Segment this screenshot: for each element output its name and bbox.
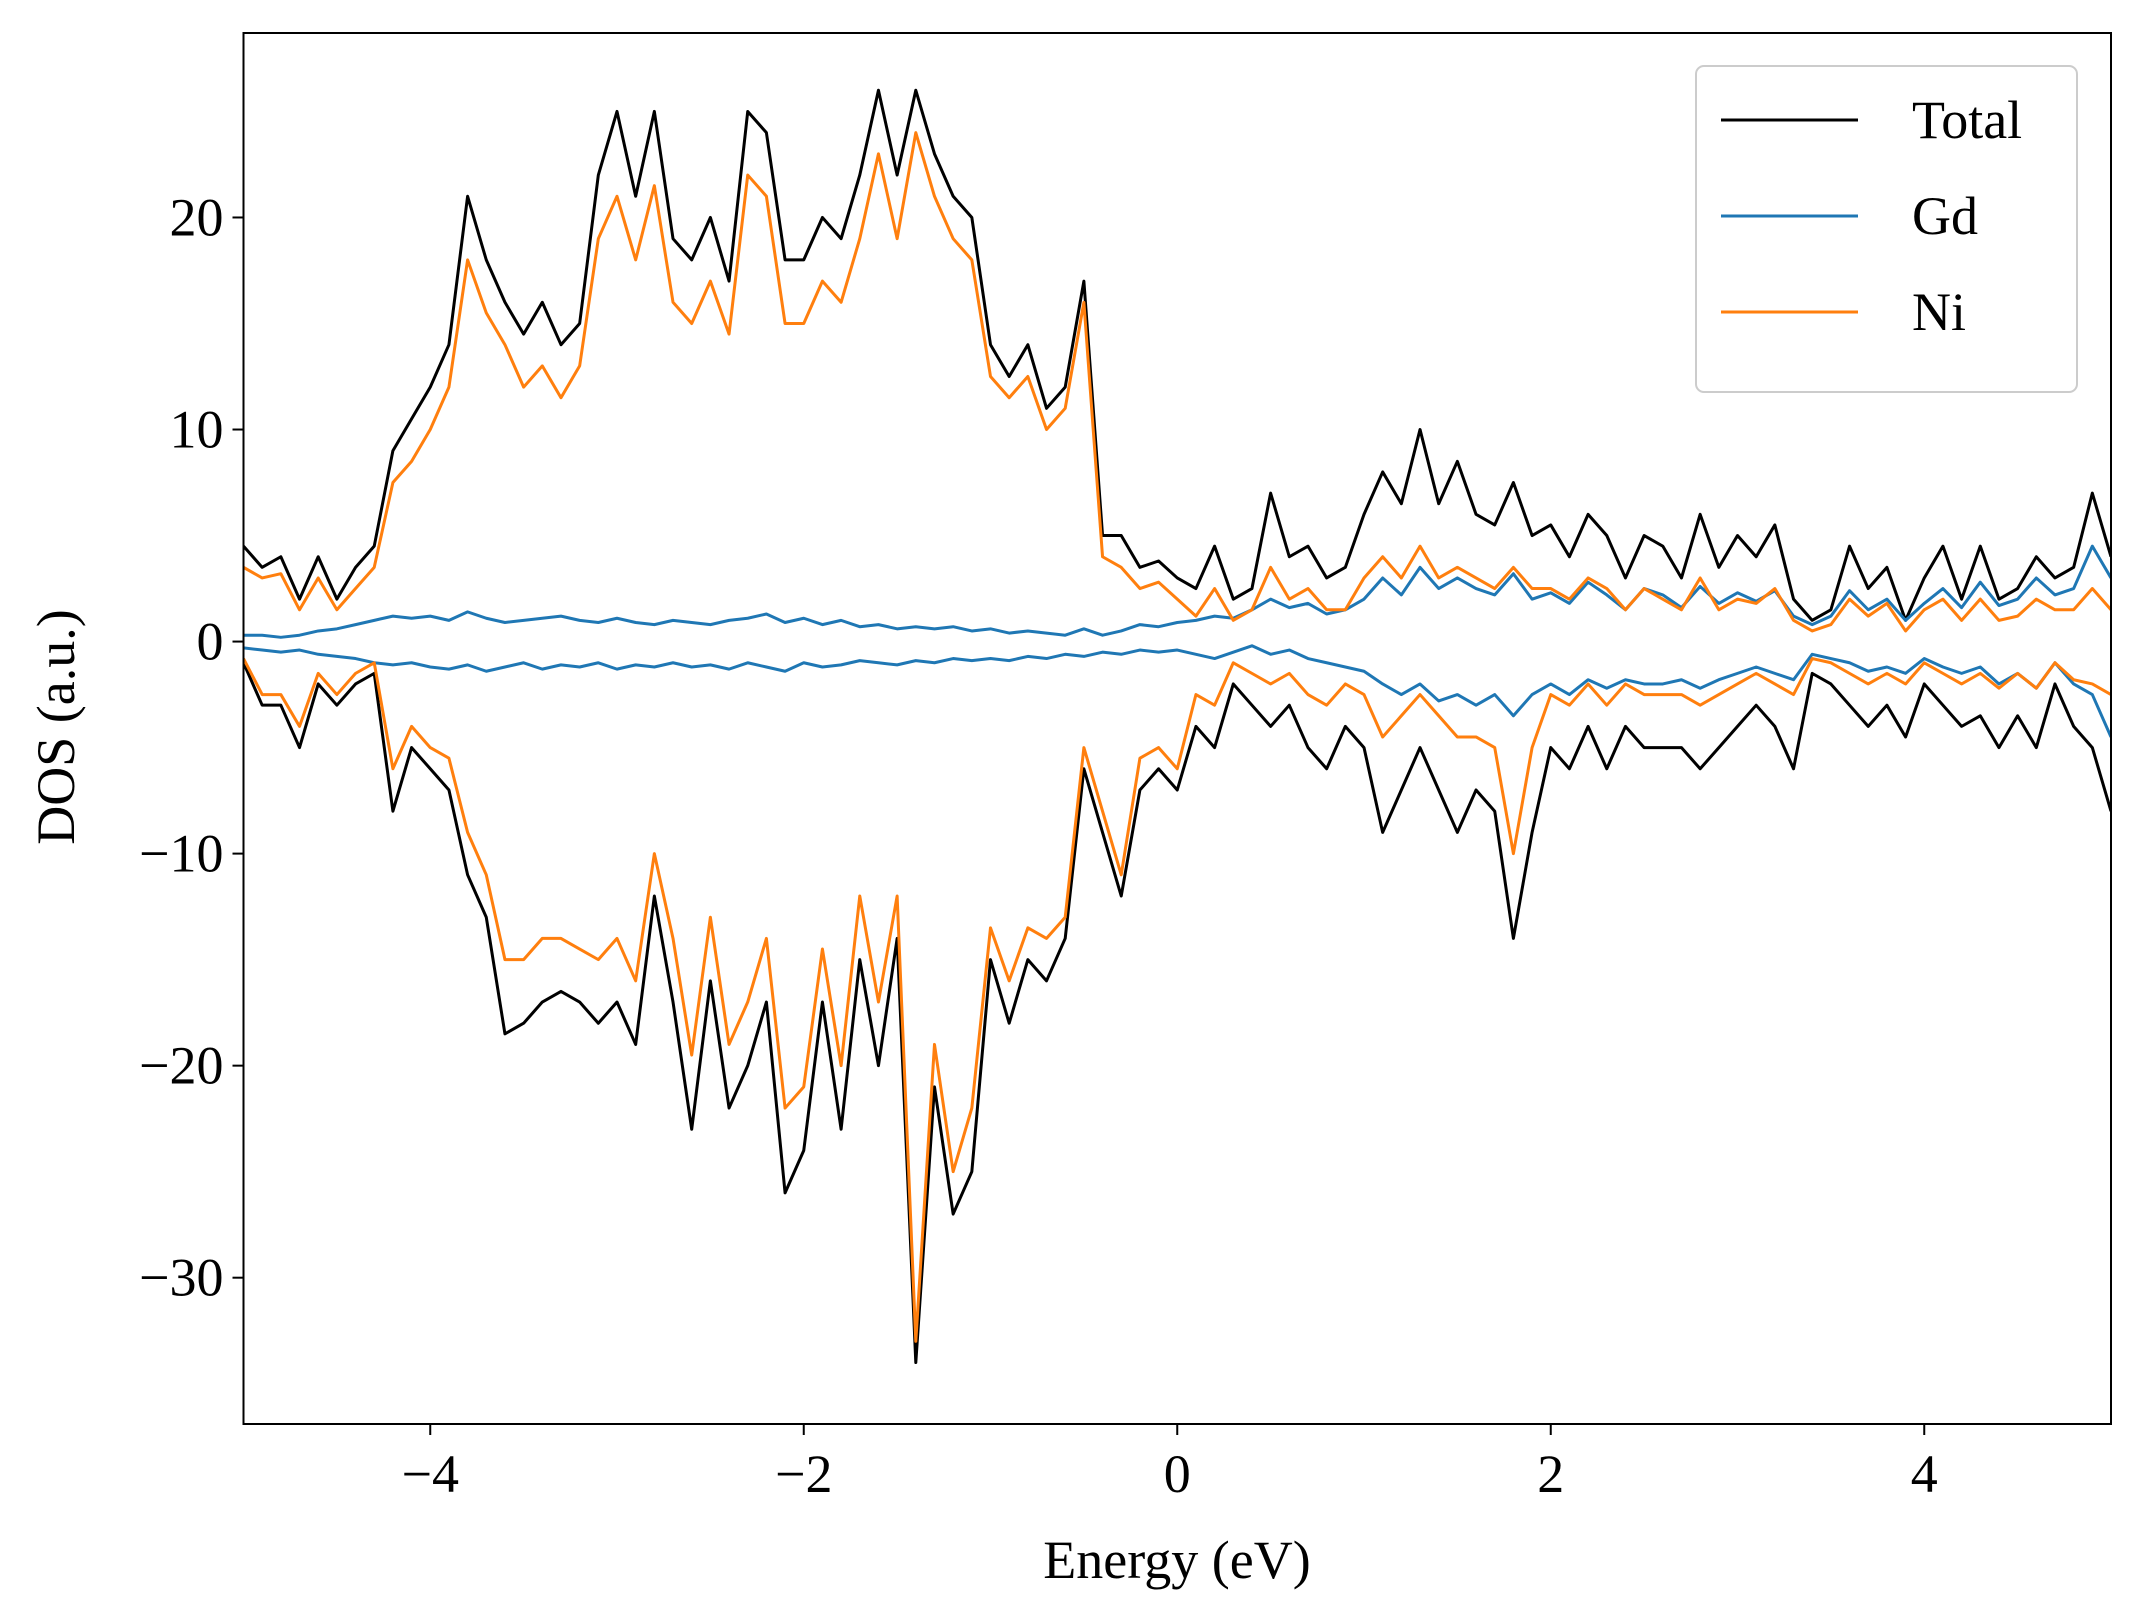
legend: Total Gd Ni (1695, 65, 2078, 393)
legend-label: Ni (1912, 282, 1966, 342)
dos-line (243, 544, 2111, 639)
legend-label: Gd (1912, 186, 1978, 246)
legend-label: Total (1912, 90, 2022, 150)
x-tick-label: −4 (402, 1444, 459, 1504)
y-tick-label: −30 (139, 1248, 223, 1308)
dos-line (243, 131, 2111, 633)
axes-frame (242, 32, 2112, 1425)
y-tick-label: 20 (170, 187, 224, 247)
x-tick-label: 4 (1911, 1444, 1938, 1504)
x-tick-label: 0 (1164, 1444, 1191, 1504)
dos-line (243, 88, 2111, 622)
y-tick-label: −20 (139, 1036, 223, 1096)
dos-line (243, 657, 2111, 1343)
dos-line (243, 662, 2111, 1365)
x-axis-label: Energy (eV) (1043, 1530, 1310, 1590)
y-axis-label: DOS (a.u.) (26, 609, 86, 844)
y-tick-label: 0 (197, 612, 224, 672)
plot-lines (243, 88, 2111, 1365)
dos-line (243, 644, 2111, 738)
x-tick-label: 2 (1537, 1444, 1564, 1504)
x-tick-label: −2 (775, 1444, 832, 1504)
y-tick-label: −10 (139, 824, 223, 884)
y-tick-label: 10 (170, 400, 224, 460)
